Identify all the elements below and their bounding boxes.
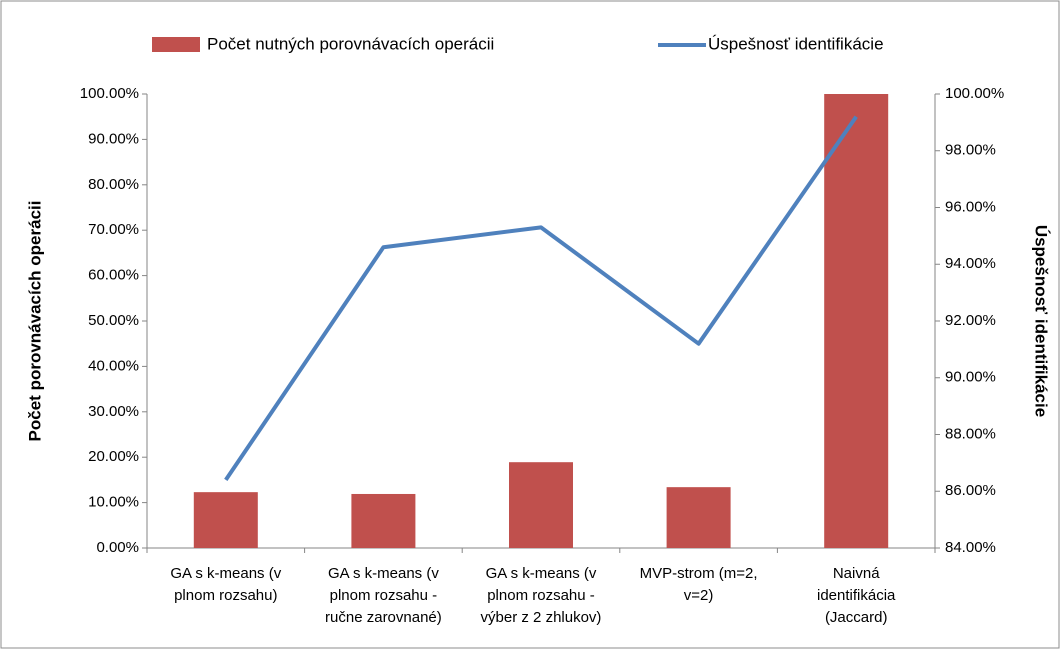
x-tick-label: identifikácia <box>817 587 896 604</box>
bar <box>824 94 889 548</box>
x-tick-label: GA s k-means (v <box>486 565 597 582</box>
y-tick-label: 90.00% <box>88 130 139 147</box>
y2-tick-label: 92.00% <box>945 312 996 329</box>
y-tick-label: 60.00% <box>88 267 139 284</box>
y-axis-title: Počet porovnávacích operácii <box>25 201 44 442</box>
y2-tick-label: 94.00% <box>945 255 996 272</box>
y2-tick-label: 100.00% <box>945 85 1004 102</box>
x-tick-label: plnom rozsahu - <box>487 587 595 604</box>
y2-tick-label: 86.00% <box>945 482 996 499</box>
y-tick-label: 80.00% <box>88 176 139 193</box>
x-tick-label: ručne zarovnané) <box>325 609 442 626</box>
y2-tick-label: 98.00% <box>945 142 996 159</box>
y-tick-label: 0.00% <box>96 539 139 556</box>
y-tick-label: 100.00% <box>80 85 139 102</box>
y-tick-label: 30.00% <box>88 403 139 420</box>
x-tick-label: plnom rozsahu - <box>330 587 438 604</box>
y2-tick-label: 90.00% <box>945 369 996 386</box>
line <box>224 115 858 482</box>
x-tick-label: Naivná <box>833 565 880 582</box>
legend-label: Úspešnosť identifikácie <box>708 34 884 53</box>
bar <box>351 493 416 548</box>
bar <box>509 462 573 548</box>
legend-swatch <box>152 37 200 52</box>
y-tick-label: 20.00% <box>88 448 139 465</box>
x-tick-label: (Jaccard) <box>825 609 888 626</box>
x-tick-label: MVP-strom (m=2, <box>640 565 758 582</box>
x-tick-label: GA s k-means (v <box>328 565 439 582</box>
y-tick-label: 70.00% <box>88 221 139 238</box>
bar <box>666 487 731 548</box>
x-tick-label: výber z 2 zhlukov) <box>481 609 602 626</box>
y-tick-label: 10.00% <box>88 494 139 511</box>
y2-tick-label: 96.00% <box>945 198 996 215</box>
legend-label: Počet nutných porovnávacích operácii <box>207 34 494 53</box>
bar <box>193 492 258 548</box>
x-tick-label: GA s k-means (v <box>170 565 281 582</box>
y2-axis-title: Úspešnosť identifikácie <box>1032 225 1051 417</box>
y2-tick-label: 84.00% <box>945 539 996 556</box>
y2-tick-label: 88.00% <box>945 425 996 442</box>
x-tick-label: v=2) <box>684 587 714 604</box>
y-tick-label: 50.00% <box>88 312 139 329</box>
y-tick-label: 40.00% <box>88 357 139 374</box>
x-tick-label: plnom rozsahu) <box>174 587 277 604</box>
